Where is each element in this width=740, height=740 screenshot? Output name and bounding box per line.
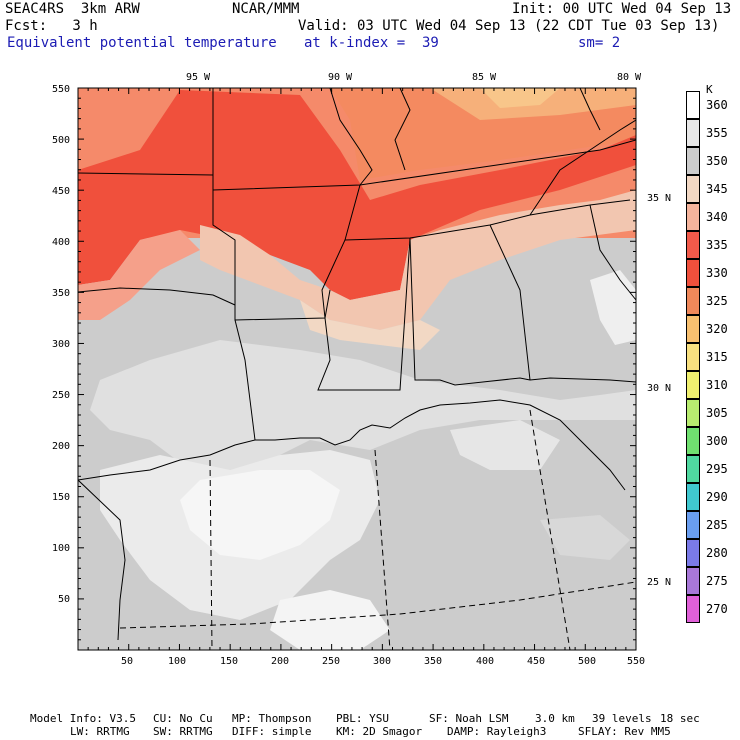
colorbar-level-label: 280 [706,546,728,560]
colorbar-level-label: 325 [706,294,728,308]
colorbar-level-label: 360 [706,98,728,112]
colorbar-swatch [686,343,700,371]
x-tick-label: 400 [476,656,495,667]
footer-diff: DIFF: simple [232,725,312,738]
footer-sw: SW: RRTMG [153,725,213,738]
colorbar-swatch [686,175,700,203]
colorbar-level-label: 310 [706,378,728,392]
colorbar-swatch [686,259,700,287]
y-tick-label: 550 [52,84,71,95]
model-title: SEAC4RS 3km ARW [5,1,140,17]
lat-label: 35 N [647,193,672,204]
y-tick-label: 400 [52,237,71,248]
y-tick-label: 500 [52,135,71,146]
lon-label: 90 W [328,72,353,83]
axis-ticks [78,87,637,650]
footer-cu: CU: No Cu [153,712,213,725]
colorbar-swatch [686,427,700,455]
colorbar-level-label: 320 [706,322,728,336]
y-tick-label: 100 [52,543,71,554]
x-tick-label: 350 [424,656,443,667]
colorbar-swatch [686,371,700,399]
center-label: NCAR/MMM [232,1,300,17]
footer-res: 3.0 km [535,712,575,725]
footer-km: KM: 2D Smagor [336,725,423,738]
colorbar-level-label: 270 [706,602,728,616]
y-tick-label: 450 [52,186,71,197]
colorbar-swatch [686,483,700,511]
colorbar-swatch [686,91,700,119]
colorbar-level-label: 335 [706,238,728,252]
footer-pbl: PBL: YSU [336,712,389,725]
init-time: Init: 00 UTC Wed 04 Sep 13 [512,1,732,17]
x-tick-label: 50 [121,656,134,667]
map-frame [77,87,637,651]
lon-label: 80 W [617,72,642,83]
colorbar-level-label: 300 [706,434,728,448]
colorbar-swatch [686,399,700,427]
colorbar-swatch [686,595,700,623]
smoothing-info: sm= 2 [578,35,621,51]
y-tick-label: 200 [52,441,71,452]
colorbar-swatch [686,539,700,567]
colorbar-swatch [686,455,700,483]
footer-version: Model Info: V3.5 [30,712,136,725]
lon-label: 95 W [186,72,211,83]
colorbar-level-label: 350 [706,154,728,168]
x-tick-label: 450 [527,656,546,667]
colorbar-swatch [686,287,700,315]
x-tick-label: 200 [271,656,290,667]
lat-label: 25 N [647,577,672,588]
colorbar-swatch [686,203,700,231]
footer-sflay: SFLAY: Rev MM5 [578,725,671,738]
colorbar-level-label: 295 [706,462,728,476]
forecast-hour: Fcst: 3 h [5,18,98,34]
y-tick-label: 150 [52,492,71,503]
footer-lw: LW: RRTMG [70,725,130,738]
colorbar-level-label: 275 [706,574,728,588]
y-tick-label: 50 [58,594,71,605]
colorbar-swatch [686,147,700,175]
colorbar-level-label: 340 [706,210,728,224]
x-tick-label: 300 [373,656,392,667]
x-tick-label: 250 [322,656,341,667]
lat-label: 30 N [647,383,672,394]
colorbar-level-label: 345 [706,182,728,196]
y-tick-label: 350 [52,288,71,299]
colorbar-swatch [686,315,700,343]
colorbar-level-label: 315 [706,350,728,364]
x-tick-label: 550 [627,656,646,667]
x-tick-label: 100 [168,656,187,667]
x-tick-label: 150 [220,656,239,667]
colorbar-unit: K [706,83,713,96]
x-tick-label: 500 [578,656,597,667]
footer-mp: MP: Thompson [232,712,312,725]
colorbar-swatch [686,231,700,259]
theta-e-field [78,88,636,650]
footer-levels: 39 levels [592,712,652,725]
level-info: at k-index = 39 [304,35,439,51]
colorbar-swatch [686,511,700,539]
y-tick-label: 300 [52,339,71,350]
footer-damp: DAMP: Rayleigh3 [447,725,547,738]
colorbar-level-label: 285 [706,518,728,532]
colorbar-level-label: 305 [706,406,728,420]
footer-sf: SF: Noah LSM [429,712,509,725]
lon-label: 85 W [472,72,497,83]
colorbar-level-label: 330 [706,266,728,280]
valid-time: Valid: 03 UTC Wed 04 Sep 13 (22 CDT Tue … [298,18,720,34]
footer-timestep: 18 sec [660,712,700,725]
colorbar-level-label: 355 [706,126,728,140]
colorbar-swatch [686,567,700,595]
y-tick-label: 250 [52,390,71,401]
colorbar-level-label: 290 [706,490,728,504]
field-name: Equivalent potential temperature [7,35,277,51]
colorbar-swatch [686,119,700,147]
